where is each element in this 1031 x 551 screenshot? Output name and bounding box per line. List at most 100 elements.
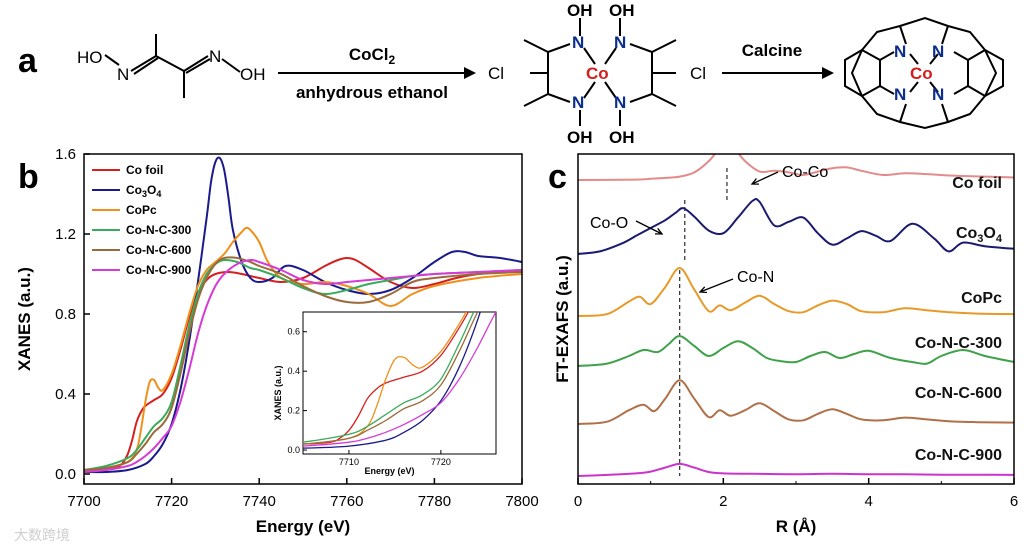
series-line-co-n-c-900 <box>84 258 522 473</box>
annotation-arrowhead-co-n <box>698 286 708 294</box>
ftexafs-chart: Co foil Co3O4 CoPc Co-N-C-300 Co-N-C-600 Co-N… <box>553 153 1018 536</box>
annotation-arrow-co-n <box>699 278 734 293</box>
inset-y-tick-label: 0.4 <box>287 366 300 376</box>
complex-co-label: Co <box>586 64 609 83</box>
inset-series-line-co-n-c-900 <box>303 312 496 447</box>
inset-y-tick-label: 0.0 <box>287 445 300 455</box>
annotation-arrow-co-o <box>635 220 663 235</box>
series-line-co-n-c-300 <box>578 335 1014 367</box>
reference-lines <box>679 168 728 476</box>
y-tick-label: 0.4 <box>55 386 76 403</box>
legend-label-copc: CoPc <box>126 203 157 217</box>
series-line-co-n-c-900 <box>578 462 1014 477</box>
series-line-copc <box>578 267 1014 317</box>
series-line-co-n-c-300 <box>84 258 522 471</box>
complex-n-label-4: N <box>614 93 626 112</box>
annotation-arrowhead-co-o <box>654 228 664 235</box>
product-co-label: Co <box>910 64 933 83</box>
oxime-n2-label: N <box>209 47 221 66</box>
legend-label-co-n-c-900: Co-N-C-900 <box>126 263 192 277</box>
series-line-co3o4 <box>578 197 1014 255</box>
series-line-co-foil <box>578 154 1014 181</box>
annotation-co-o: Co-O <box>590 215 628 232</box>
legend-label-co-n-c-300: Co-N-C-300 <box>126 223 192 237</box>
inset-frame <box>302 311 497 455</box>
series-label-co-foil: Co foil <box>952 175 1002 192</box>
y-tick-label: 0.0 <box>55 466 76 483</box>
plot-frame <box>577 153 1015 485</box>
series-label-co-n-c-600: Co-N-C-600 <box>915 385 1002 402</box>
x-tick-label: 7700 <box>67 493 100 510</box>
legend-label-co-foil: Co foil <box>126 163 163 177</box>
con4-product <box>844 16 1004 130</box>
oxime-oh-label: OH <box>240 65 266 84</box>
reaction-scheme: a HO N N OH CoCl2 anhydrous ethanol <box>18 1 1004 147</box>
x-tick-label: 6 <box>1010 493 1018 510</box>
complex-cl-right: Cl <box>690 64 706 83</box>
arrow-2 <box>722 67 834 79</box>
x-tick-label: 2 <box>719 493 727 510</box>
y-tick-label: 1.6 <box>55 146 76 163</box>
legend: Co foil Co3O4 CoPc Co-N-C-300 Co-N-C-600 Co-N… <box>92 163 192 277</box>
inset-y-tick-label: 0.6 <box>287 327 300 337</box>
y-axis-label: XANES (a.u.) <box>15 267 34 371</box>
panel-letter-c: c <box>548 158 567 196</box>
arrow-1 <box>278 67 476 79</box>
inset-chart: 7710 7720 0.0 0.2 0.4 0.6 Energy (eV) XANES (a.… <box>273 311 497 476</box>
x-axis-label: R (Å) <box>776 517 817 536</box>
series-line-co-n-c-600 <box>84 256 522 471</box>
series-label-copc: CoPc <box>961 290 1002 307</box>
x-tick-label: 7740 <box>243 493 276 510</box>
product-n-label-1: N <box>894 42 906 61</box>
inset-series-line-copc <box>303 312 467 445</box>
legend-label-co-n-c-600: Co-N-C-600 <box>126 243 192 257</box>
y-tick-label: 1.2 <box>55 226 76 243</box>
x-tick-label: 7800 <box>505 493 538 510</box>
inset-series-line-co3o4 <box>303 312 481 449</box>
series-line-co3o4 <box>84 156 522 474</box>
oxime-molecule <box>104 34 241 98</box>
annotations: Co-Co Co-O Co-N <box>590 164 828 294</box>
x-axis-label: Energy (eV) <box>256 517 350 536</box>
series-label-co-n-c-900: Co-N-C-900 <box>915 447 1002 464</box>
annotation-co-n: Co-N <box>737 269 774 286</box>
complex-n-label-1: N <box>572 33 584 52</box>
plot-frame <box>83 153 523 485</box>
product-n-label-3: N <box>894 85 906 104</box>
series-line-copc <box>84 226 522 471</box>
annotation-arrowhead-co-co <box>750 178 760 185</box>
complex-n-label-3: N <box>572 93 584 112</box>
series-line-co-foil <box>84 256 522 471</box>
inset-x-axis-label: Energy (eV) <box>364 466 414 476</box>
product-n-label-4: N <box>932 85 944 104</box>
reagent-calcine: Calcine <box>742 41 802 60</box>
x-tick-label: 7720 <box>155 493 188 510</box>
complex-oh-label-1: OH <box>567 1 593 20</box>
y-axis-label: FT-EXAFS (a.u.) <box>553 255 572 383</box>
complex-oh-label-2: OH <box>609 1 635 20</box>
annotation-arrow-co-co <box>751 171 779 185</box>
oxime-n1-label: N <box>117 65 129 84</box>
oxime-ho-label: HO <box>77 48 103 67</box>
y-tick-label: 0.8 <box>55 306 76 323</box>
inset-x-tick-label: 7720 <box>431 457 451 467</box>
watermark: 大数跨境 <box>14 528 70 544</box>
legend-label-co3o4: Co3O4 <box>126 183 161 199</box>
x-tick-label: 0 <box>574 493 582 510</box>
panel-letter-a: a <box>18 42 38 80</box>
inset-series-line-co-n-c-300 <box>303 312 475 443</box>
reagent-cocl2: CoCl2 <box>349 45 396 67</box>
series-label-co-n-c-300: Co-N-C-300 <box>915 335 1002 352</box>
complex-oh-label-3: OH <box>567 128 593 147</box>
inset-series-line-co-n-c-600 <box>303 312 479 445</box>
inset-y-axis-label: XANES (a.u.) <box>273 365 283 420</box>
x-tick-label: 7760 <box>330 493 363 510</box>
complex-n-label-2: N <box>614 33 626 52</box>
series-line-co-n-c-600 <box>578 379 1014 425</box>
reagent-solvent: anhydrous ethanol <box>296 83 448 102</box>
panel-letter-b: b <box>18 158 39 196</box>
x-tick-label: 7780 <box>418 493 451 510</box>
product-n-label-2: N <box>932 42 944 61</box>
complex-oh-label-4: OH <box>609 128 635 147</box>
